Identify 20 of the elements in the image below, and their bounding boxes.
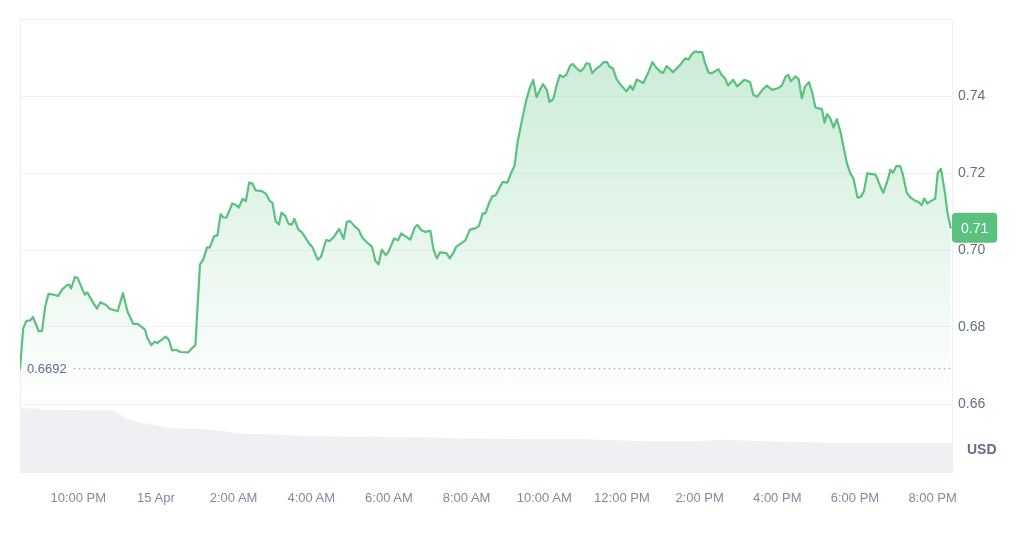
x-tick-label: 15 Apr — [137, 490, 176, 506]
y-axis-title: USD — [967, 441, 997, 457]
x-tick-label: 4:00 PM — [753, 490, 802, 506]
x-tick-label: 8:00 PM — [908, 490, 957, 506]
y-tick-label: 0.68 — [958, 317, 986, 334]
x-tick-label: 2:00 AM — [209, 490, 258, 506]
x-tick-label: 12:00 PM — [594, 490, 650, 506]
x-tick-label: 10:00 PM — [50, 490, 107, 506]
y-tick-label: 0.74 — [958, 86, 986, 103]
x-tick-label: 6:00 AM — [365, 490, 413, 506]
x-tick-label: 6:00 PM — [830, 490, 880, 506]
x-tick-label: 10:00 AM — [516, 490, 572, 506]
y-tick-label: 0.70 — [958, 240, 986, 257]
x-tick-label: 8:00 AM — [442, 490, 491, 506]
text: 0.71 — [961, 219, 989, 236]
x-tick-label: 4:00 AM — [287, 490, 336, 506]
ref-line-label: 0.6692 — [27, 361, 67, 377]
y-tick-label: 0.66 — [958, 394, 986, 411]
x-tick-label: 2:00 PM — [675, 490, 724, 506]
y-tick-label: 0.72 — [958, 163, 986, 180]
